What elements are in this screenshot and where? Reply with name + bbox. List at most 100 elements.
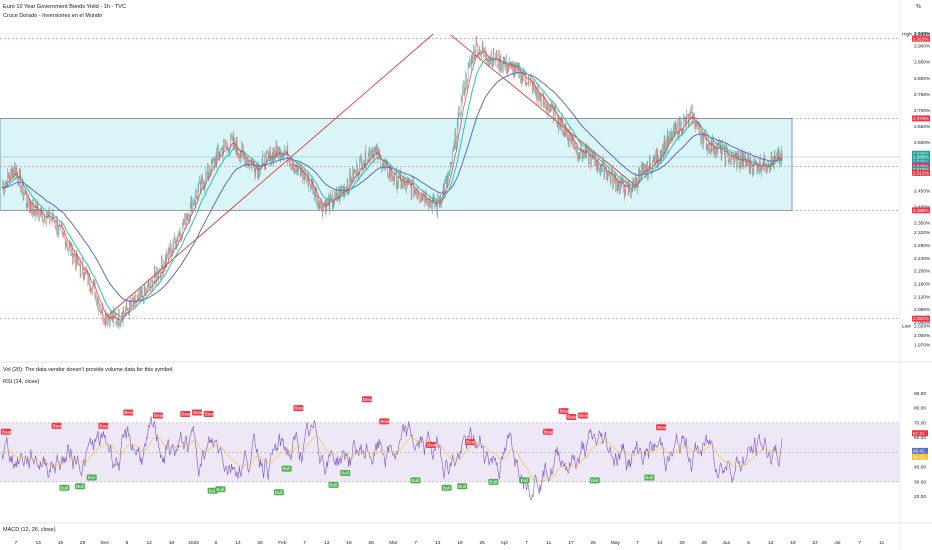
rsi-signal-bear: Bear <box>0 428 12 435</box>
signal-label: Bear <box>193 410 203 415</box>
time-axis-tick: 7 <box>636 540 639 546</box>
rsi-signal-bear: Bear <box>192 409 203 416</box>
price-tag-value: 2.923% <box>913 36 929 41</box>
signal-label: Bear <box>567 415 577 420</box>
price-axis-tick: 2.040% <box>914 320 931 326</box>
price-tag: 2.565% <box>912 153 930 160</box>
time-axis-tick: 19 <box>346 540 352 546</box>
price-axis-tick: 2.120% <box>914 294 931 300</box>
rsi-value-tag-bg <box>912 447 928 454</box>
rsi-ma-line <box>1 435 783 483</box>
price-tag-bg <box>912 315 930 322</box>
rsi-signal-bull: Bull <box>488 478 499 485</box>
rsi-signal-bull: Bull <box>75 483 85 490</box>
signal-label: Bear <box>53 423 63 428</box>
rsi-signal-bear: Bear <box>379 418 390 425</box>
rsi-signal-bull: Bull <box>441 484 452 491</box>
rsi-signal-bear: Bear <box>98 422 110 429</box>
signal-label: Bull <box>411 478 419 483</box>
signal-label: Bull <box>209 488 217 493</box>
time-axis-tick: 25 <box>80 540 86 546</box>
rsi-signal-bear: Bear <box>426 442 437 448</box>
volume-label: Vol (20): The data vendor doesn't provid… <box>3 367 174 373</box>
signal-badge <box>86 474 97 481</box>
price-axis-tick: 2.080% <box>914 307 931 313</box>
signal-label: Bear <box>579 413 589 418</box>
signal-badge <box>51 422 62 429</box>
signal-badge <box>426 442 436 448</box>
price-tag-bg <box>912 153 930 160</box>
time-axis-tick: Apr <box>501 540 509 546</box>
rsi-label: RSI (14, close) <box>3 379 40 385</box>
signal-label: Bear <box>544 429 554 434</box>
time-axis-tick: 13 <box>435 540 441 546</box>
price-tag: 2.512% <box>912 169 930 176</box>
price-tag-bg <box>912 207 930 214</box>
price-axis-tick: 2.000% <box>914 333 931 339</box>
time-axis-tick: 7 <box>525 540 528 546</box>
price-axis-tick: 2.160% <box>914 282 931 288</box>
ema-mid-line <box>1 58 783 318</box>
signal-label: Bull <box>489 479 497 484</box>
price-tag: 2.516% <box>912 166 930 173</box>
price-axis-tick: 1.970% <box>914 343 931 349</box>
signal-label: Bear <box>2 429 12 434</box>
price-tag-value: 2.565% <box>913 155 929 160</box>
rsi-signal-bear: Bear <box>566 413 578 420</box>
price-axis-tick: 2.650% <box>914 124 931 130</box>
price-tag: 2.389% <box>912 207 930 214</box>
price-tag-bg <box>912 35 930 42</box>
price-tag: 2.675% <box>912 115 930 122</box>
time-axis-tick: 6 <box>747 540 750 546</box>
rsi-signal-bull: Bull <box>207 487 218 494</box>
rsi-signal-bull: Bull <box>273 489 284 496</box>
rsi-signal-bull: Bull <box>59 484 70 491</box>
time-axis-tick: Feb <box>278 540 287 546</box>
signal-badge <box>207 487 218 494</box>
price-axis-tick: 2.850% <box>914 60 931 66</box>
time-axis-tick: Jul <box>834 540 840 546</box>
rsi-value-tag: 48.03 <box>913 454 925 459</box>
time-axis-tick: 18 <box>169 540 175 546</box>
signal-label: Bear <box>427 443 437 448</box>
signal-badge <box>281 465 292 472</box>
trend-line-up <box>107 33 434 317</box>
rsi-signal-bull: Bull <box>589 477 600 484</box>
price-tag-value: 2.389% <box>913 208 929 213</box>
price-axis-tick: 2.450% <box>914 188 931 194</box>
signal-label: Bear <box>560 409 570 414</box>
price-axis-tick: 2.320% <box>914 230 931 236</box>
percent-label: % <box>916 4 921 10</box>
price-tag-value: 2.565% <box>913 151 929 156</box>
signal-label: Bull <box>341 471 349 476</box>
price-tag: Low 2.029% <box>902 324 931 330</box>
rsi-signal-bear: Bear <box>656 424 667 431</box>
time-axis-tick: 26 <box>702 540 708 546</box>
ema-fast-line <box>1 50 783 321</box>
price-axis-tick: 2.900% <box>914 44 931 50</box>
time-axis-tick: 12 <box>768 540 774 546</box>
price-tag: High 2.938% <box>902 31 931 37</box>
range-box <box>0 118 793 211</box>
price-tag-value: 2.938% <box>914 31 931 37</box>
price-tag-value: 2.029% <box>914 324 931 330</box>
signal-label: Bull <box>283 466 291 471</box>
price-tag: 2.052% <box>912 315 930 322</box>
price-tag-bg <box>912 169 930 176</box>
signal-label: Bull <box>216 487 224 492</box>
signal-badge <box>519 477 530 484</box>
rsi-signal-bull: Bull <box>328 481 339 488</box>
price-tag: 2.565% <box>912 150 930 157</box>
signal-badge <box>543 428 553 435</box>
price-tag-value: 2.052% <box>913 316 929 321</box>
signal-label: Bull <box>458 484 466 489</box>
rsi-value-tag-bg <box>912 430 928 437</box>
signal-badge <box>328 481 339 488</box>
signal-badge <box>566 413 577 420</box>
price-axis-tick: 2.940% <box>914 31 931 37</box>
signal-label: Bull <box>443 485 451 490</box>
signal-label: Bear <box>380 419 390 424</box>
rsi-axis-tick: 40.00 <box>914 465 926 471</box>
signal-label: Bear <box>124 410 134 415</box>
